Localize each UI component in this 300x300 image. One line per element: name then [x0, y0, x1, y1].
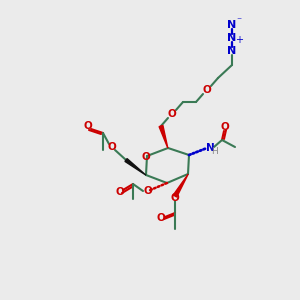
Text: N: N	[227, 20, 237, 30]
Text: O: O	[168, 109, 176, 119]
Text: +: +	[235, 35, 243, 45]
Polygon shape	[173, 174, 188, 197]
Text: N: N	[227, 33, 237, 43]
Text: O: O	[171, 193, 179, 203]
Text: N: N	[227, 46, 237, 56]
Text: O: O	[157, 213, 165, 223]
Text: O: O	[202, 85, 211, 95]
Text: O: O	[142, 152, 150, 162]
Text: O: O	[144, 186, 152, 196]
Text: O: O	[108, 142, 116, 152]
Text: O: O	[116, 187, 124, 197]
Text: H: H	[212, 148, 218, 157]
Text: ⁻: ⁻	[236, 16, 242, 26]
Text: O: O	[220, 122, 230, 132]
Polygon shape	[159, 125, 168, 148]
Text: O: O	[84, 121, 92, 131]
Text: N: N	[206, 143, 214, 153]
Polygon shape	[125, 159, 146, 175]
